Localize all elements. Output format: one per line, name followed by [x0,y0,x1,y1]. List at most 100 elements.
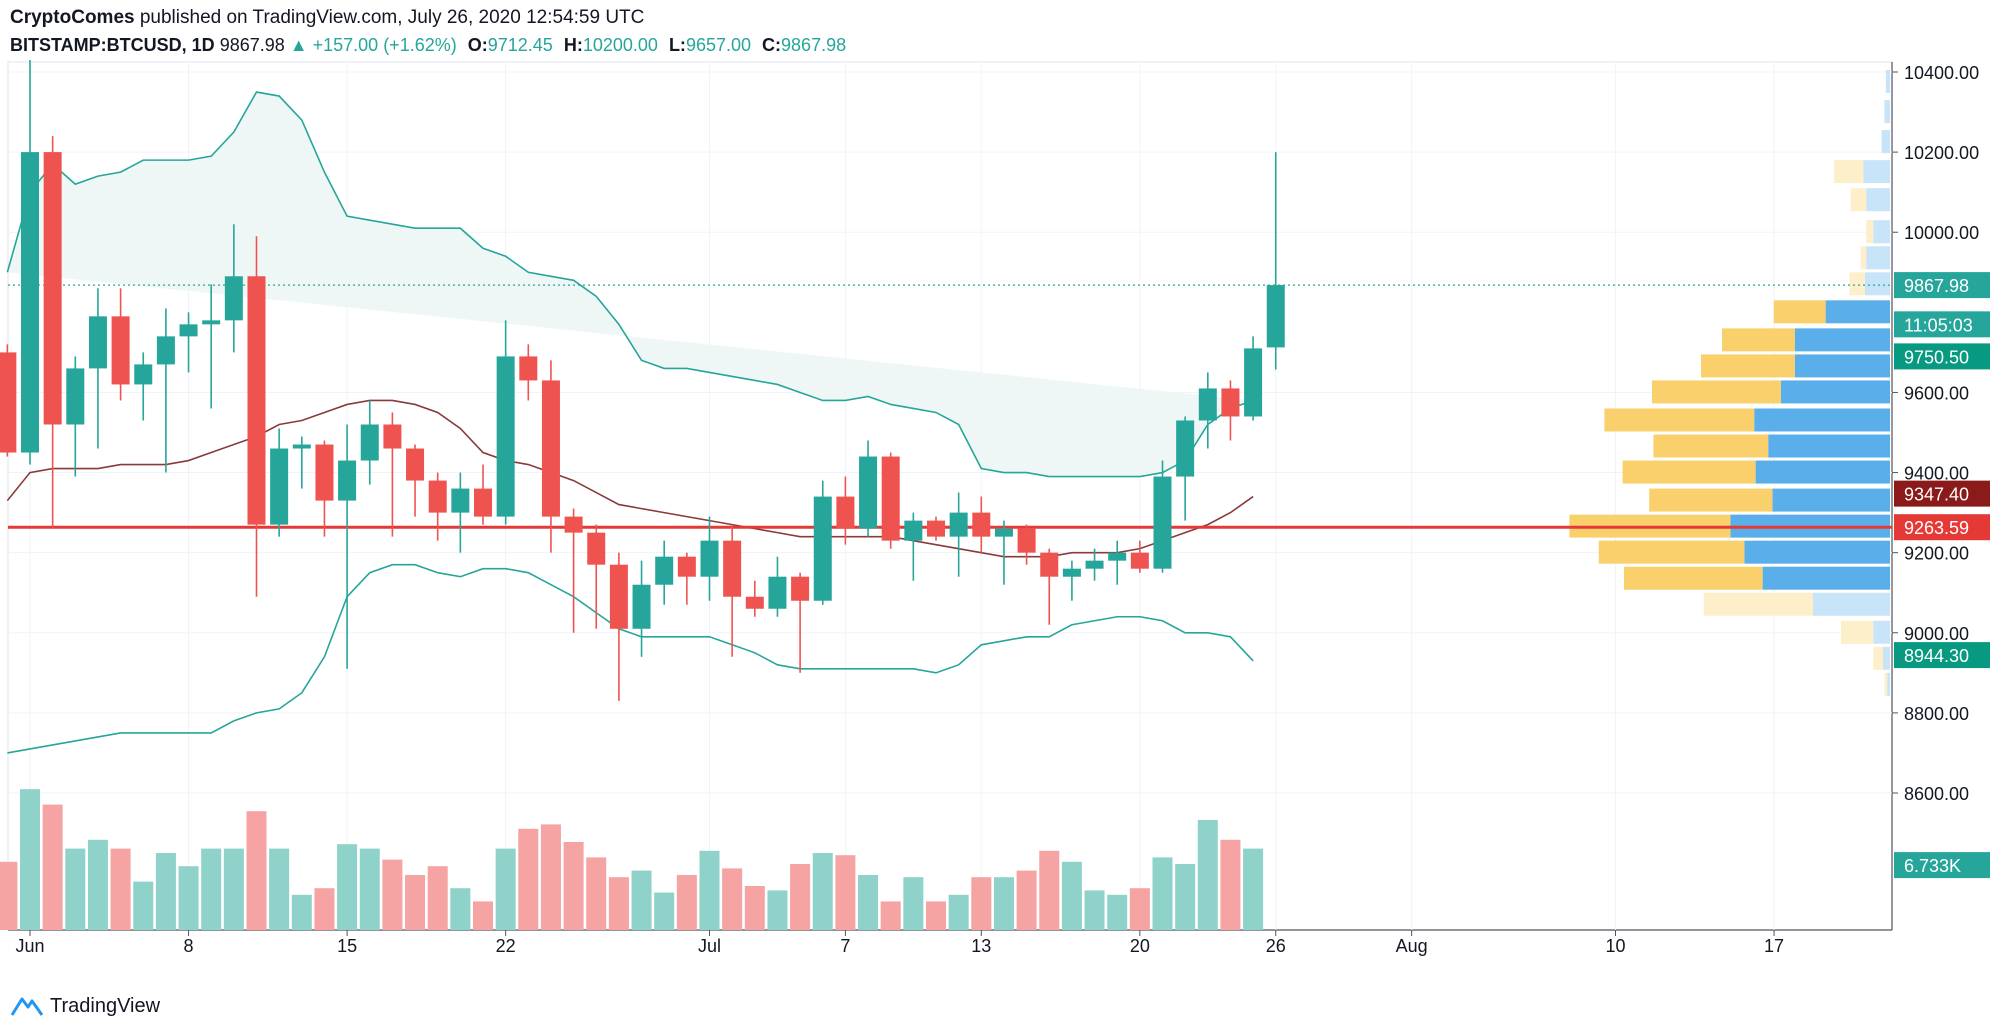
candle-body [451,488,470,513]
volume-bar [880,901,901,930]
volume-bar [586,857,607,930]
volume-bar [246,811,267,930]
volume-profile-up-bar [1863,160,1890,184]
publish-info: published on TradingView.com, July 26, 2… [139,7,645,28]
volume-profile-down-bar [1624,566,1763,590]
volume-bar [835,855,856,930]
volume-bar [631,870,652,930]
volume-profile-up-bar [1794,328,1890,352]
volume-bar [563,842,584,930]
volume-profile-up-bar [1813,592,1890,616]
volume-bar [903,877,924,930]
volume-bar [359,848,380,930]
candle-body [1040,552,1059,577]
volume-bar [20,789,40,930]
volume-bar [1220,839,1241,930]
candle-body [519,356,538,381]
candle-body [383,424,402,449]
volume-profile-down-bar [1866,220,1874,244]
volume-bar [744,886,765,930]
close-label: C: [762,35,782,55]
symbol-label[interactable]: BITSTAMP:BTCUSD, 1D [10,35,215,55]
price-label-text: 8944.30 [1904,646,1969,666]
volume-bar [722,868,743,930]
bollinger-upper-line [6,91,1254,478]
volume-bar [1175,864,1196,930]
price-label-box [1894,514,1990,541]
volume-bar [291,894,312,930]
time-tick-label: Aug [1396,936,1428,956]
price-label-box [1894,852,1990,879]
price-label-box [1894,311,1990,338]
volume-profile-down-bar [1834,160,1864,184]
volume-profile-up-bar [1755,460,1890,484]
price-tick-label: 9600.00 [1904,383,1969,403]
symbol-line: BITSTAMP:BTCUSD, 1D 9867.98 ▲ +157.00 (+… [10,32,1510,58]
volume-bar [540,824,561,930]
candle-body [0,352,17,453]
candle-body [1108,552,1127,561]
candle-body [587,532,606,565]
candle-body [768,576,787,609]
volume-profile-down-bar [1653,434,1769,458]
candle-body [813,496,832,601]
volume-profile-up-bar [1754,408,1890,432]
tradingview-logo-icon[interactable] [10,995,44,1017]
publish-line: CryptoComes published on TradingView.com… [10,4,1510,32]
price-tick-label: 10400.00 [1904,63,1979,83]
tradingview-brand[interactable]: TradingView [50,994,161,1017]
volume-profile-up-bar [1887,672,1890,696]
candle-body [270,448,289,525]
volume-bar [699,850,720,930]
price-label-text: 9750.50 [1904,347,1969,367]
volume-profile-up-bar [1768,434,1890,458]
candle-body [179,324,198,337]
change-arrow-icon: ▲ [289,35,308,55]
volume-bar [1039,850,1060,930]
volume-bar [133,881,154,930]
volume-bar [405,875,426,930]
high-label: H: [563,35,583,55]
volume-bar [0,861,18,930]
price-label-box [1894,642,1990,669]
volume-bar [314,888,335,930]
volume-profile-down-bar [1604,408,1755,432]
price-label-box [1894,343,1990,370]
time-tick-label: Jun [15,936,44,956]
author-name[interactable]: CryptoComes [10,7,135,28]
volume-bar [223,848,244,930]
price-tick-label: 9200.00 [1904,544,1969,564]
candle-body [723,540,742,597]
candle-body [134,364,153,385]
candle-body [655,556,674,585]
volume-bar [65,848,86,930]
volume-profile-up-bar [1772,488,1890,512]
volume-bar [1084,890,1105,930]
time-tick-label: 8 [184,936,194,956]
candle-body [292,444,311,449]
candle-body [564,516,583,533]
volume-bar [948,894,969,930]
volume-bar [427,866,448,930]
volume-bar [495,848,516,930]
volume-bar [1061,861,1082,930]
candle-body [881,456,900,541]
candle-body [360,424,379,461]
open-value: 9712.45 [487,35,553,55]
price-label-text: 11:05:03 [1904,315,1973,335]
candle-body [496,356,515,517]
volume-profile-down-bar [1649,488,1773,512]
high-value: 10200.00 [582,35,658,55]
candle-body [1198,388,1217,421]
price-tick-label: 10000.00 [1904,223,1979,243]
candle-body [1176,420,1195,477]
candle-body [474,488,492,517]
volume-bar [858,875,879,930]
candle-body [21,152,39,453]
time-tick-label: 20 [1130,936,1150,956]
volume-profile-up-bar [1864,272,1890,296]
volume-bar [337,844,358,930]
volume-profile-down-bar [1860,246,1867,270]
volume-profile-up-bar [1825,300,1890,324]
